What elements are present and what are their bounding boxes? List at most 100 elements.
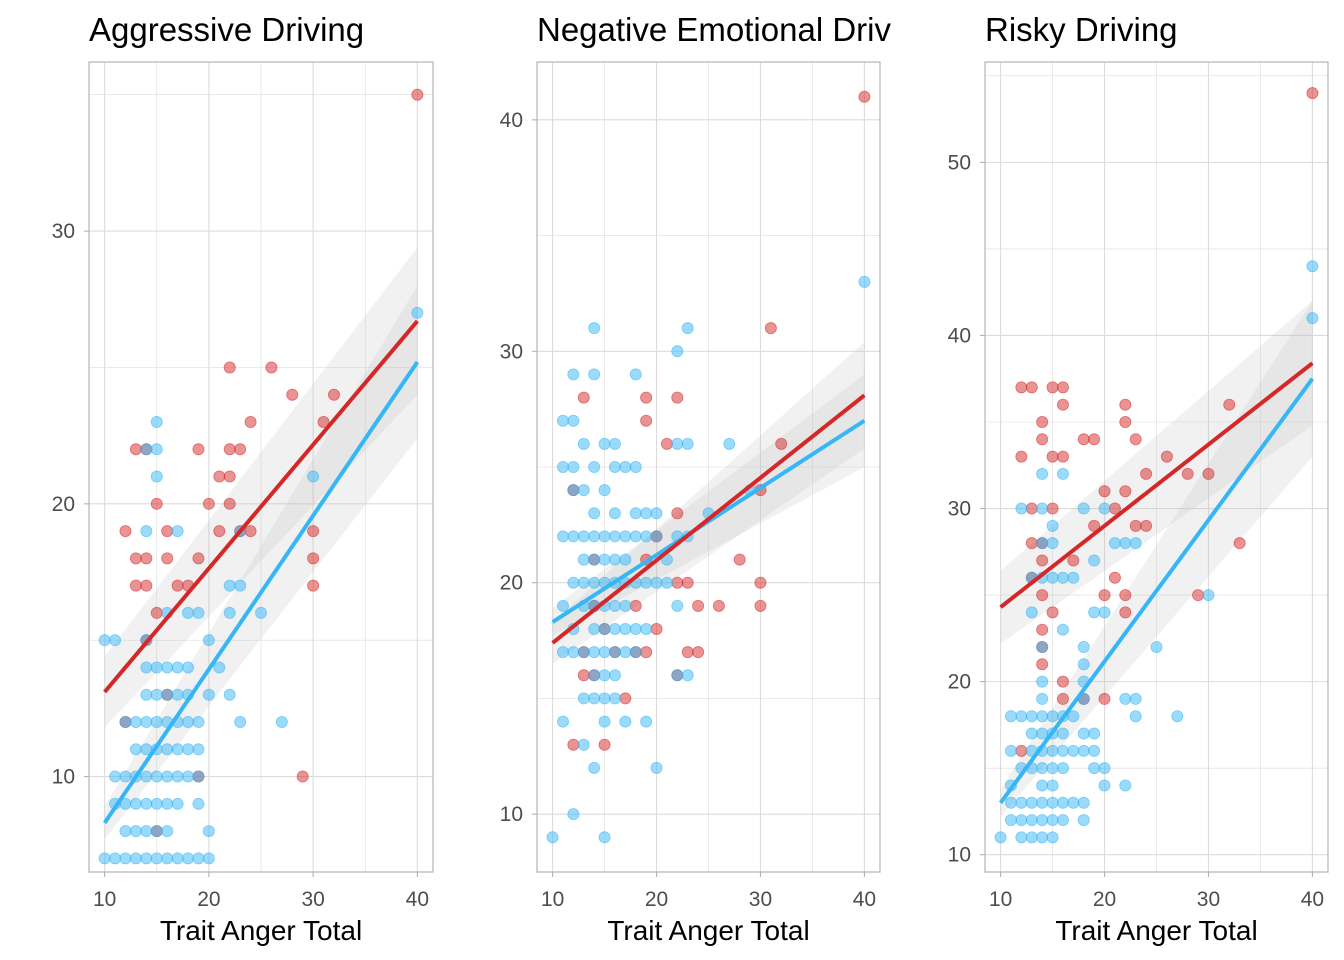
blue-point — [161, 688, 174, 701]
blue-point — [1025, 814, 1038, 827]
red-point — [1036, 658, 1049, 671]
x-tick-label: 30 — [749, 888, 772, 911]
red-point — [1140, 519, 1153, 532]
blue-point — [140, 852, 153, 865]
blue-point — [161, 852, 174, 865]
blue-point — [1036, 692, 1049, 705]
blue-point — [171, 770, 184, 783]
blue-point — [1004, 814, 1017, 827]
blue-point — [588, 761, 601, 774]
blue-point — [1088, 727, 1101, 740]
blue-point — [608, 460, 621, 473]
blue-point — [567, 368, 580, 381]
blue-point — [150, 661, 163, 674]
red-point — [265, 361, 278, 374]
blue-point — [1046, 744, 1059, 757]
x-axis-label: Trait Anger Total — [160, 915, 362, 946]
blue-point — [109, 852, 122, 865]
blue-point — [858, 275, 871, 288]
red-point — [327, 388, 340, 401]
blue-point — [588, 692, 601, 705]
blue-point — [119, 770, 132, 783]
red-points — [1015, 87, 1319, 757]
blue-point — [234, 579, 247, 592]
blue-point — [588, 646, 601, 659]
blue-point — [1056, 727, 1069, 740]
red-point — [223, 361, 236, 374]
blue-point — [1004, 796, 1017, 809]
blue-point — [619, 599, 632, 612]
blue-point — [1077, 658, 1090, 671]
blue-point — [171, 661, 184, 674]
red-point — [223, 497, 236, 510]
blue-point — [150, 716, 163, 729]
red-point — [1046, 381, 1059, 394]
gridlines — [537, 62, 880, 872]
blue-point — [1025, 727, 1038, 740]
red-point — [1015, 744, 1028, 757]
blue-point — [171, 797, 184, 810]
blue-point — [1056, 744, 1069, 757]
blue-point — [629, 623, 642, 636]
blue-point — [1046, 571, 1059, 584]
blue-point — [556, 599, 569, 612]
blue-point — [223, 606, 236, 619]
panel-border — [984, 61, 1329, 873]
blue-point — [182, 743, 195, 756]
blue-point — [150, 852, 163, 865]
blue-point — [619, 715, 632, 728]
x-tick-label: 10 — [93, 888, 116, 911]
blue-point — [567, 530, 580, 543]
blue-point — [1036, 502, 1049, 515]
red-point — [712, 599, 725, 612]
blue-point — [629, 460, 642, 473]
blue-point — [577, 437, 590, 450]
red-point — [681, 646, 694, 659]
blue-point — [681, 669, 694, 682]
blue-point — [681, 322, 694, 335]
red-point — [681, 576, 694, 589]
blue-point — [629, 530, 642, 543]
blue-point — [171, 743, 184, 756]
blue-point — [307, 470, 320, 483]
blue-point — [182, 770, 195, 783]
blue-point — [598, 669, 611, 682]
x-axis-label: Trait Anger Total — [1055, 915, 1257, 946]
blue-point — [1056, 623, 1069, 636]
blue-point — [567, 576, 580, 589]
blue-point — [182, 661, 195, 674]
red-point — [202, 497, 215, 510]
red-point — [1025, 537, 1038, 550]
blue-point — [640, 715, 653, 728]
blue-point — [150, 470, 163, 483]
blue-point — [1015, 502, 1028, 515]
red-point — [213, 525, 226, 538]
blue-point — [640, 623, 653, 636]
blue-point — [1046, 762, 1059, 775]
blue-point — [1056, 796, 1069, 809]
red-point — [692, 599, 705, 612]
blue-point — [1306, 312, 1319, 325]
blue-point — [619, 530, 632, 543]
blue-point — [1171, 710, 1184, 723]
blue-point — [1056, 762, 1069, 775]
red-point — [1233, 537, 1246, 550]
red-point — [1036, 623, 1049, 636]
red-point — [129, 443, 142, 456]
red-point — [1056, 692, 1069, 705]
blue-point — [1056, 571, 1069, 584]
blue-point — [1129, 710, 1142, 723]
red-point — [640, 414, 653, 427]
blue-point — [1088, 744, 1101, 757]
red-point — [1202, 467, 1215, 480]
blue-point — [202, 688, 215, 701]
red-point — [1119, 398, 1132, 411]
red-point — [754, 599, 767, 612]
blue-point — [1046, 519, 1059, 532]
blue-fit-line — [998, 377, 1315, 804]
red-point — [1108, 571, 1121, 584]
blue-point — [619, 623, 632, 636]
blue-point — [640, 530, 653, 543]
red-point — [1129, 519, 1142, 532]
blue-point — [577, 553, 590, 566]
